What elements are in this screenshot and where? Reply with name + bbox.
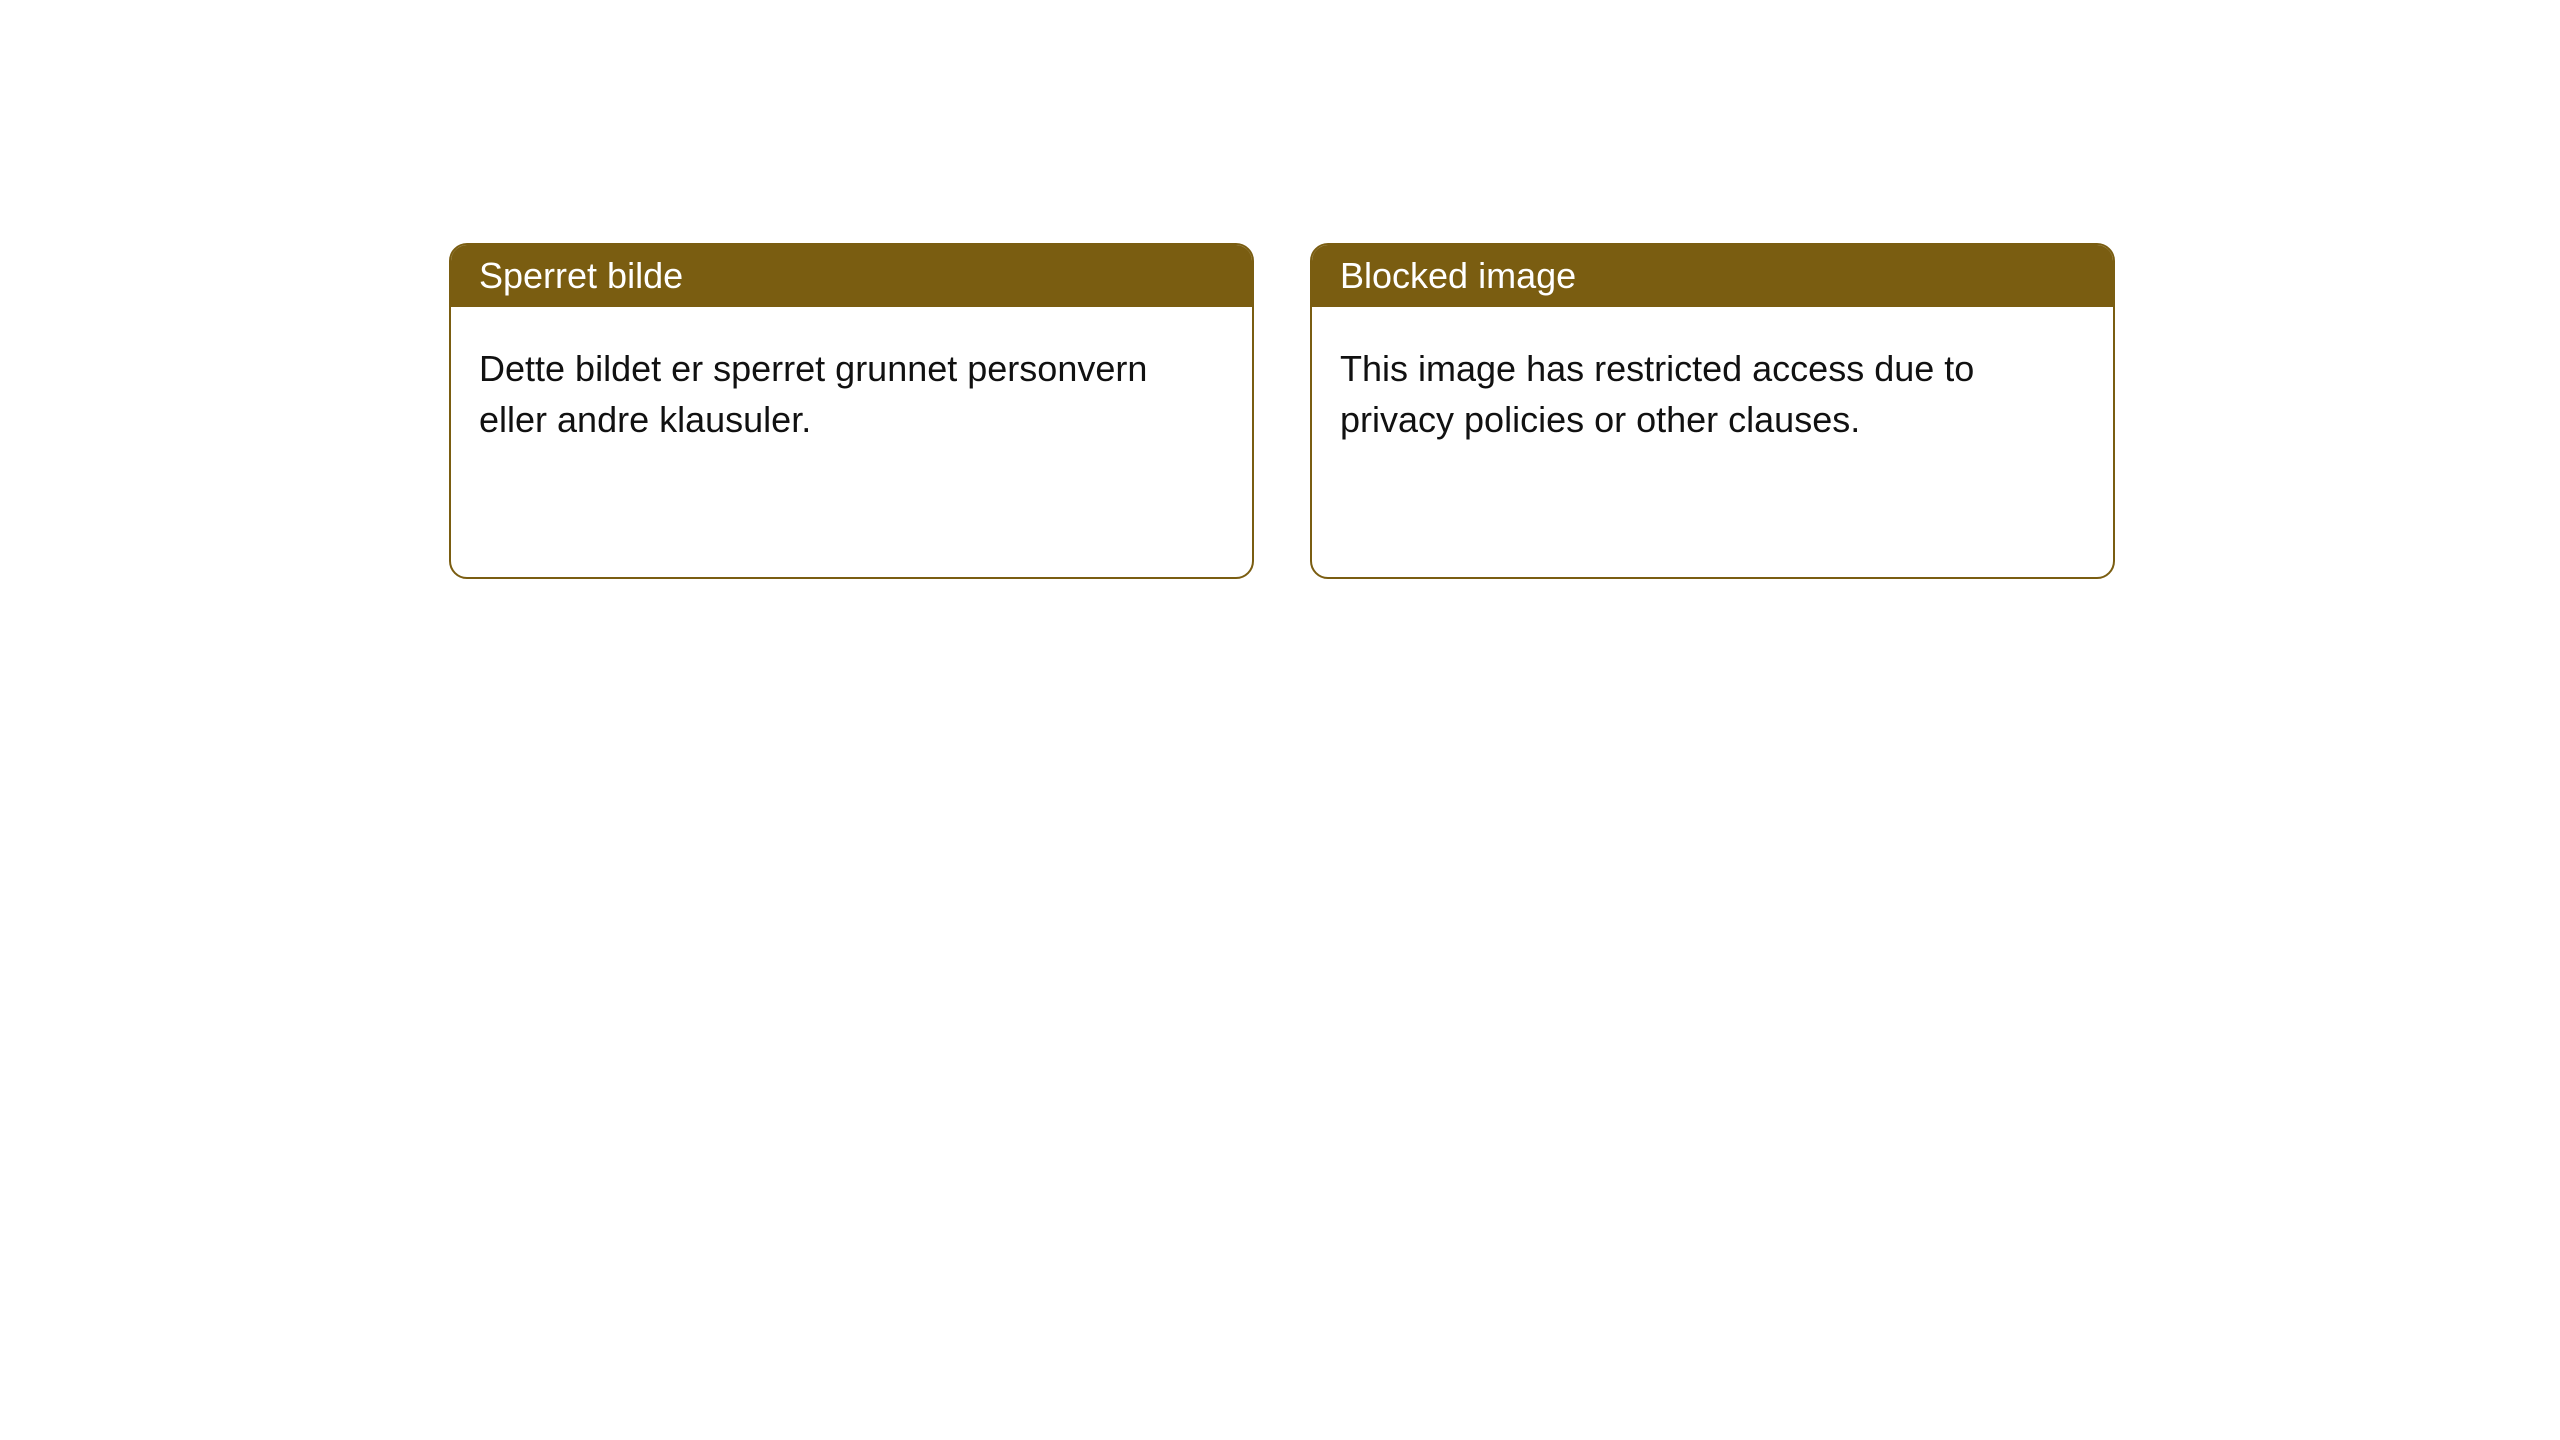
- card-body-en: This image has restricted access due to …: [1312, 307, 2113, 481]
- blocked-image-card-en: Blocked image This image has restricted …: [1310, 243, 2115, 579]
- notice-container: Sperret bilde Dette bildet er sperret gr…: [449, 243, 2115, 579]
- card-text-no: Dette bildet er sperret grunnet personve…: [479, 348, 1147, 440]
- card-header-en: Blocked image: [1312, 245, 2113, 307]
- blocked-image-card-no: Sperret bilde Dette bildet er sperret gr…: [449, 243, 1254, 579]
- card-text-en: This image has restricted access due to …: [1340, 348, 1974, 440]
- card-header-no: Sperret bilde: [451, 245, 1252, 307]
- card-body-no: Dette bildet er sperret grunnet personve…: [451, 307, 1252, 481]
- card-title-no: Sperret bilde: [479, 255, 683, 296]
- card-title-en: Blocked image: [1340, 255, 1576, 296]
